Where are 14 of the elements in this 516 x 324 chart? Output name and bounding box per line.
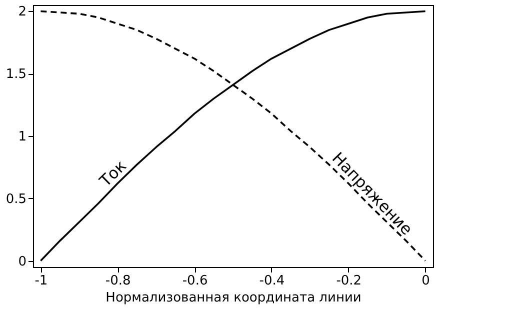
y-tick-label: 0.5	[6, 192, 26, 207]
x-tick-label: -0.4	[259, 274, 285, 288]
x-tick-label: -0.8	[105, 274, 131, 288]
x-tick-label: -0.6	[182, 274, 208, 288]
y-tick-label: 0	[18, 254, 26, 270]
line-series	[40, 10, 426, 262]
x-tick-label: 0	[422, 274, 430, 288]
x-tick-label: -1	[34, 274, 48, 288]
y-tick-label: 1	[18, 130, 26, 144]
x-axis-title: Нормализованная координата линии	[106, 290, 362, 306]
y-tick-label: 2	[18, 4, 26, 20]
text: Ток	[95, 156, 130, 192]
y-tick-label: 1.5	[6, 67, 26, 82]
x-tick-label: -0.2	[336, 274, 362, 288]
